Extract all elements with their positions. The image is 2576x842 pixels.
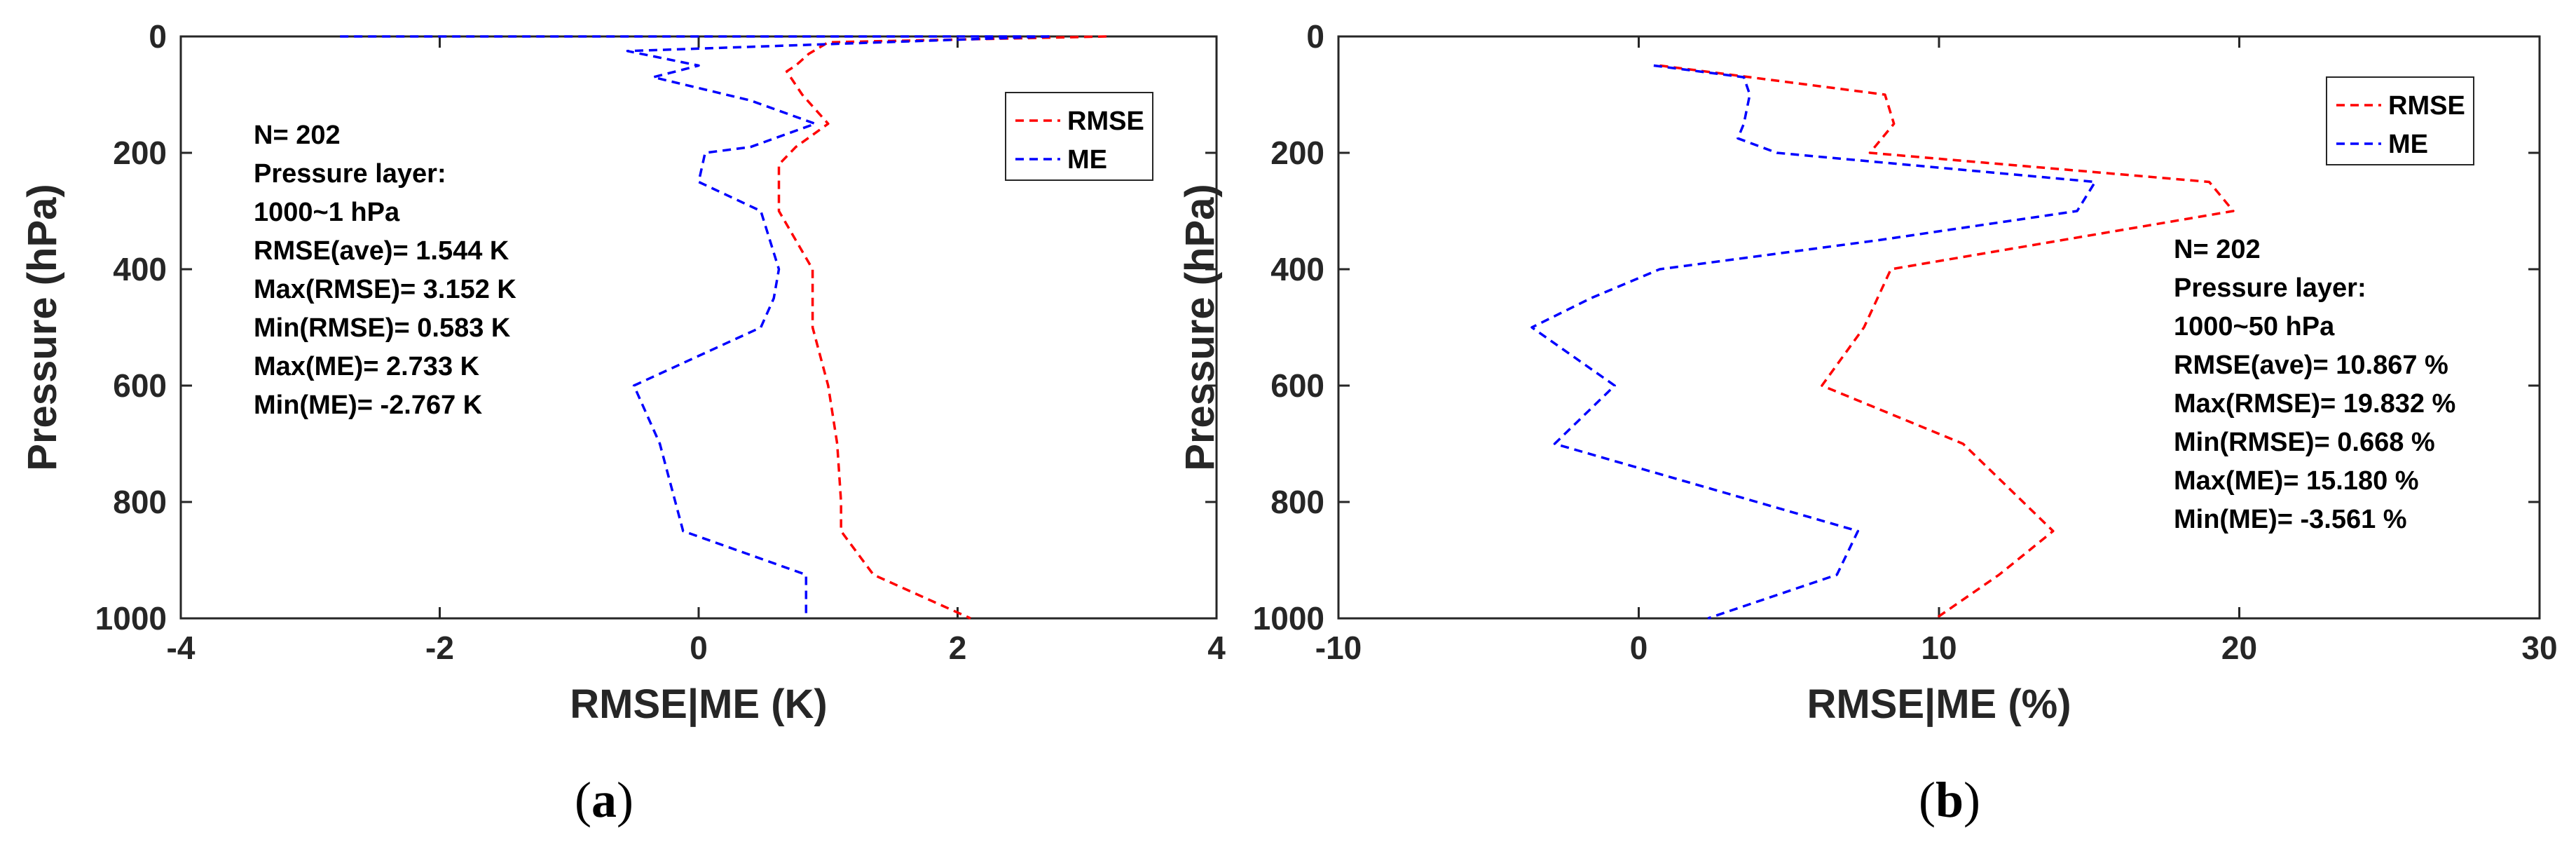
x-tick-label: 2 <box>949 630 967 666</box>
legend: RMSE ME <box>2326 76 2474 165</box>
x-tick-label: 0 <box>690 630 708 666</box>
y-tick-label: 400 <box>1270 251 1324 287</box>
annotation-line: Max(ME)= 2.733 K <box>254 352 480 381</box>
series-line-me <box>340 35 1054 618</box>
y-axis-title: Pressure (hPa) <box>1177 184 1223 470</box>
annotation-line: 1000~1 hPa <box>254 198 400 227</box>
legend-label-rmse: RMSE <box>2388 91 2465 121</box>
panel-label-close: ) <box>617 772 633 828</box>
x-tick-label: 20 <box>2221 630 2257 666</box>
series-line-rmse <box>777 35 1107 620</box>
chart-a: -4 -2 0 2 4 0 200 400 600 800 1000 RMSE|ME (K) Press… <box>20 18 1226 828</box>
legend-label-me: ME <box>1067 145 1107 175</box>
series-line-rmse <box>1659 64 2235 620</box>
annotation-line: 1000~50 hPa <box>2174 312 2335 341</box>
x-axis-title: RMSE|ME (K) <box>570 681 827 727</box>
y-tick-label: 600 <box>113 367 167 404</box>
series-line-me <box>1530 64 2097 620</box>
y-tick-label: 1000 <box>95 600 167 637</box>
x-axis-title: RMSE|ME (%) <box>1807 681 2071 727</box>
y-tick-label: 200 <box>113 135 167 171</box>
legend: RMSE ME <box>1005 92 1153 181</box>
y-tick-label: 800 <box>113 484 167 520</box>
annotation-line: Max(RMSE)= 3.152 K <box>254 275 516 304</box>
annotation-line: Min(ME)= -2.767 K <box>254 391 483 420</box>
panel-label-close: ) <box>1964 772 1980 828</box>
y-tick-label: 0 <box>1306 18 1324 55</box>
x-tick-label: 30 <box>2521 630 2557 666</box>
legend-box <box>2326 76 2474 165</box>
x-tick-label: 10 <box>1921 630 1957 666</box>
panel-label-letter: a <box>591 772 617 828</box>
y-axis-title: Pressure (hPa) <box>20 184 65 470</box>
annotation-line: Max(ME)= 15.180 % <box>2174 466 2419 496</box>
panel-label-open: ( <box>575 772 591 828</box>
legend-box <box>1005 92 1153 181</box>
annotation-line: N= 202 <box>2174 235 2261 264</box>
annotation-line: Pressure layer: <box>254 159 446 189</box>
chart-b: -10 0 10 20 30 0 200 400 600 800 1000 RMSE|ME (%) Pr… <box>1177 18 2558 828</box>
annotation-line: RMSE(ave)= 1.544 K <box>254 236 509 266</box>
legend-label-rmse: RMSE <box>1067 107 1144 136</box>
y-tick-label: 0 <box>149 18 167 55</box>
panel-label-open: ( <box>1919 772 1936 828</box>
annotation-line: Min(ME)= -3.561 % <box>2174 505 2407 534</box>
annotation-line: Min(RMSE)= 0.668 % <box>2174 428 2435 457</box>
x-tick-label: -2 <box>425 630 454 666</box>
panel-label: (b) <box>1919 772 1980 828</box>
legend-label-me: ME <box>2388 130 2428 159</box>
x-tick-label: -4 <box>167 630 196 666</box>
annotation-line: N= 202 <box>254 121 341 150</box>
y-tick-label: 200 <box>1270 135 1324 171</box>
panel-label-letter: b <box>1936 772 1964 828</box>
x-tick-label: 4 <box>1207 630 1226 666</box>
y-tick-label: 1000 <box>1253 600 1324 637</box>
y-tick-label: 600 <box>1270 367 1324 404</box>
annotation-line: Min(RMSE)= 0.583 K <box>254 313 511 343</box>
panel-label: (a) <box>575 772 633 828</box>
annotation-line: RMSE(ave)= 10.867 % <box>2174 351 2448 380</box>
annotation-line: Pressure layer: <box>2174 273 2366 303</box>
x-tick-label: 0 <box>1630 630 1648 666</box>
y-tick-label: 800 <box>1270 484 1324 520</box>
x-tick-label: -10 <box>1315 630 1362 666</box>
annotation-line: Max(RMSE)= 19.832 % <box>2174 389 2455 419</box>
y-tick-label: 400 <box>113 251 167 287</box>
